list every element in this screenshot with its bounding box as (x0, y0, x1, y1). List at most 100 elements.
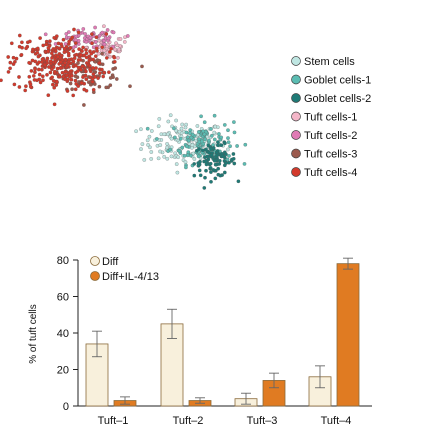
point-tuft-cells-4 (112, 55, 117, 60)
point-tuft-cells-4 (28, 39, 32, 44)
point-tuft-cells-3 (100, 51, 104, 56)
bar-diff-il-4-13 (336, 263, 360, 407)
point-tuft-cells-4 (17, 75, 21, 79)
point-tuft-cells-4 (17, 33, 22, 38)
point-tuft-cells-4 (46, 46, 51, 50)
point-tuft-cells-1 (117, 47, 121, 52)
point-stem-cells (190, 143, 195, 147)
point-tuft-cells-4 (63, 60, 67, 65)
bar-legend-label: Diff+IL-4/13 (102, 271, 159, 283)
y-tick-label: 20 (57, 365, 69, 377)
legend-item-goblet-cells-1: Goblet cells-1 (291, 75, 371, 87)
point-tuft-cells-4 (77, 47, 81, 51)
point-tuft-cells-4 (31, 74, 36, 78)
point-tuft-cells-2 (43, 32, 48, 37)
point-goblet-cells-1 (173, 135, 177, 140)
point-stem-cells (142, 158, 147, 162)
point-tuft-cells-4 (96, 76, 100, 80)
point-stem-cells (212, 130, 217, 135)
point-tuft-cells-4 (91, 72, 96, 76)
point-tuft-cells-4 (48, 70, 53, 75)
point-goblet-cells-2 (213, 162, 218, 167)
point-goblet-cells-1 (232, 130, 237, 135)
point-tuft-cells-4 (87, 58, 92, 63)
point-stem-cells (149, 129, 154, 133)
point-tuft-cells-4 (102, 70, 106, 75)
point-tuft-cells-3 (73, 74, 78, 79)
point-goblet-cells-1 (200, 139, 204, 144)
point-tuft-cells-4 (84, 77, 89, 82)
point-stem-cells (139, 127, 143, 132)
point-tuft-cells-4 (52, 85, 57, 90)
point-tuft-cells-4 (30, 58, 35, 63)
point-tuft-cells-4 (41, 78, 45, 83)
point-tuft-cells-4 (11, 62, 16, 66)
point-goblet-cells-2 (209, 179, 213, 184)
point-tuft-cells-4 (52, 69, 57, 74)
point-tuft-cells-4 (11, 55, 16, 60)
point-goblet-cells-1 (226, 140, 231, 145)
point-tuft-cells-4 (46, 93, 51, 98)
point-goblet-cells-1 (210, 133, 214, 138)
error-bar (343, 257, 353, 270)
point-goblet-cells-2 (206, 143, 211, 148)
point-tuft-cells-1 (116, 55, 120, 60)
point-tuft-cells-1 (118, 37, 123, 41)
point-goblet-cells-2 (207, 150, 212, 155)
legend-label: Tuft cells-2 (304, 130, 357, 142)
point-goblet-cells-1 (199, 114, 203, 119)
point-tuft-cells-4 (64, 73, 69, 78)
point-goblet-cells-1 (227, 154, 231, 158)
point-stem-cells (169, 136, 174, 141)
point-tuft-cells-1 (102, 48, 107, 53)
legend-marker (291, 111, 301, 122)
point-stem-cells (176, 155, 180, 160)
error-bar (167, 308, 177, 339)
point-tuft-cells-4 (79, 53, 83, 57)
point-goblet-cells-1 (242, 162, 247, 166)
point-tuft-cells-4 (36, 67, 41, 72)
point-tuft-cells-4 (52, 102, 57, 107)
point-tuft-cells-4 (63, 57, 68, 62)
legend-label: Tuft cells-4 (304, 167, 357, 179)
point-tuft-cells-4 (19, 52, 24, 57)
point-tuft-cells-4 (29, 69, 34, 73)
point-goblet-cells-2 (215, 143, 220, 148)
point-goblet-cells-1 (228, 144, 232, 149)
point-goblet-cells-2 (194, 148, 199, 153)
cluster-tuft-cells-2 (43, 25, 130, 54)
point-goblet-cells-2 (204, 168, 208, 173)
point-goblet-cells-1 (226, 128, 230, 133)
point-tuft-cells-4 (73, 78, 78, 83)
point-stem-cells (174, 162, 179, 166)
point-tuft-cells-4 (51, 78, 56, 83)
point-goblet-cells-1 (186, 138, 191, 143)
point-tuft-cells-4 (90, 41, 94, 46)
point-goblet-cells-1 (189, 135, 194, 140)
point-tuft-cells-4 (67, 39, 71, 44)
point-tuft-cells-1 (122, 40, 127, 44)
point-tuft-cells-4 (66, 51, 71, 56)
point-goblet-cells-2 (203, 175, 207, 180)
x-tick-label: Tuft–1 (98, 415, 129, 427)
point-tuft-cells-2 (88, 35, 93, 40)
point-goblet-cells-2 (216, 166, 221, 171)
point-tuft-cells-4 (20, 45, 24, 50)
point-tuft-cells-4 (58, 60, 63, 65)
point-tuft-cells-4 (73, 87, 78, 92)
legend-label: Goblet cells-2 (304, 93, 371, 105)
point-tuft-cells-4 (97, 60, 102, 65)
point-tuft-cells-4 (37, 72, 42, 77)
point-goblet-cells-1 (185, 153, 190, 158)
point-stem-cells (165, 145, 169, 150)
point-tuft-cells-4 (104, 32, 109, 36)
point-tuft-cells-4 (107, 70, 111, 75)
point-tuft-cells-4 (8, 66, 12, 71)
point-goblet-cells-2 (209, 147, 213, 152)
point-tuft-cells-4 (45, 72, 49, 77)
point-tuft-cells-3 (70, 87, 74, 92)
point-goblet-cells-1 (196, 130, 201, 134)
error-bar (195, 397, 205, 404)
y-tick-label: 40 (57, 328, 69, 340)
